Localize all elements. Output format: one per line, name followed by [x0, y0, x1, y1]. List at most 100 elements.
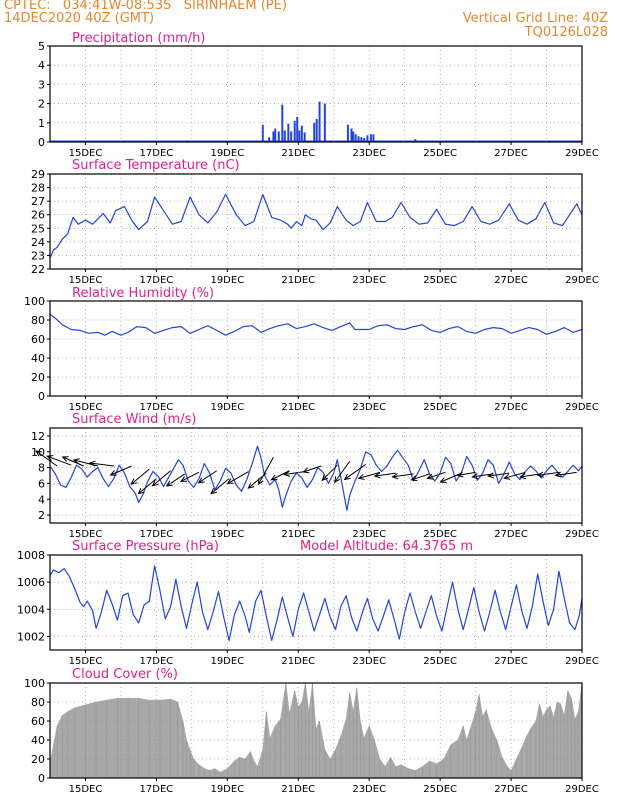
- precip-bar-18: [346, 124, 349, 142]
- wind-vector-16: [271, 470, 290, 481]
- rh-y-tick-label: 40: [31, 352, 45, 365]
- wind-vector-28: [457, 471, 476, 476]
- wind-vector-17: [284, 471, 306, 476]
- wind-vector-12: [210, 478, 230, 495]
- precip-y-tick-label: 2: [38, 98, 45, 111]
- cloud-x-tick-label: 25DEC: [423, 784, 457, 795]
- header-station: CPTEC: 034:41W-08:53S SIRINHAEM (PE): [4, 0, 287, 13]
- wind-vector-head-7: [137, 487, 145, 495]
- wind-x-tick-label: 25DEC: [423, 529, 457, 540]
- temp-y-tick-label: 28: [31, 182, 45, 195]
- rh-y-tick-label: 0: [38, 390, 45, 403]
- cloud-x-tick-label: 23DEC: [352, 784, 386, 795]
- wind-y-tick-label: 10: [31, 446, 45, 459]
- precip-bar-8: [290, 131, 293, 142]
- wind-vector-head-31: [503, 473, 511, 480]
- wind-vector-25: [411, 473, 430, 481]
- wind-vector-2: [62, 456, 84, 467]
- precip-x-tick-label: 27DEC: [494, 148, 528, 159]
- wind-vector-34: [555, 471, 577, 476]
- precip-frame: [49, 45, 583, 143]
- precip-x-tick-label: 29DEC: [565, 148, 599, 159]
- precip-bar-22: [357, 136, 360, 142]
- wind-vector-22: [358, 471, 380, 479]
- wind-vector-head-33: [536, 471, 544, 478]
- wind-series-line: [49, 445, 583, 511]
- pressure-y-tick-label: 1004: [17, 603, 45, 616]
- cloud-y-tick-label: 100: [24, 677, 45, 690]
- wind-y-tick-label: 12: [31, 430, 45, 443]
- precip-bar-20: [352, 131, 355, 142]
- wind-vector-1: [47, 455, 72, 466]
- pressure-y-tick-label: 1002: [17, 630, 45, 643]
- rh-y-tick-label: 80: [31, 314, 45, 327]
- precip-y-tick-label: 0: [38, 136, 45, 149]
- precip-y-tick-label: 4: [38, 59, 45, 72]
- precip-bar-3: [274, 128, 277, 142]
- temp-x-tick-label: 25DEC: [423, 275, 457, 286]
- temp-x-tick-label: 17DEC: [140, 275, 174, 286]
- precip-bar-4: [277, 131, 280, 142]
- precip-bar-21: [354, 134, 357, 142]
- temp-x-tick-label: 15DEC: [69, 275, 103, 286]
- temp-y-tick-label: 24: [31, 236, 45, 249]
- wind-x-tick-label: 15DEC: [69, 529, 103, 540]
- wind-vector-head-27: [439, 477, 447, 483]
- rh-x-tick-label: 21DEC: [281, 402, 315, 413]
- cloud-x-tick-label: 21DEC: [281, 784, 315, 795]
- precip-bar-13: [303, 132, 306, 142]
- rh-x-tick-label: 27DEC: [494, 402, 528, 413]
- wind-vector-10: [180, 471, 200, 482]
- pressure-x-tick-label: 25DEC: [423, 656, 457, 667]
- pressure-x-tick-label: 23DEC: [352, 656, 386, 667]
- precip-y-tick-label: 3: [38, 78, 45, 91]
- wind-vector-head-28: [456, 471, 464, 478]
- wind-vector-head-25: [410, 475, 418, 482]
- wind-vector-18: [303, 465, 322, 473]
- wind-vector-head-15: [257, 478, 264, 486]
- cloud-y-tick-label: 60: [31, 715, 45, 728]
- precip-bar-14: [313, 122, 316, 142]
- precip-bar-2: [272, 131, 275, 142]
- rh-frame: [49, 300, 583, 397]
- precip-bar-5: [281, 104, 284, 142]
- precip-bar-27: [372, 134, 375, 142]
- wind-vector-head-9: [165, 480, 173, 487]
- wind-vector-head-21: [343, 473, 351, 481]
- precip-bar-7: [287, 123, 290, 142]
- wind-title: Surface Wind (m/s): [72, 412, 196, 427]
- wind-y-tick-label: 6: [38, 477, 45, 490]
- wind-x-tick-label: 29DEC: [565, 529, 599, 540]
- pressure-x-tick-label: 27DEC: [494, 656, 528, 667]
- cloud-x-tick-label: 17DEC: [140, 784, 174, 795]
- wind-vector-7: [138, 478, 157, 495]
- temp-title: Surface Temperature (nC): [72, 158, 240, 173]
- cloud-x-tick-label: 15DEC: [69, 784, 103, 795]
- wind-x-tick-label: 21DEC: [281, 529, 315, 540]
- wind-vector-head-0: [35, 450, 43, 457]
- precip-x-tick-label: 21DEC: [281, 148, 315, 159]
- precip-x-tick-label: 19DEC: [210, 148, 244, 159]
- wind-vector-head-13: [226, 478, 234, 485]
- precip-bar-17: [323, 103, 326, 142]
- wind-vector-head-10: [179, 476, 187, 482]
- precip-y-tick-label: 1: [38, 117, 45, 130]
- wind-vector-head-18: [302, 467, 310, 474]
- wind-vector-head-4: [88, 460, 96, 467]
- pressure-x-tick-label: 21DEC: [281, 656, 315, 667]
- precip-bar-19: [350, 128, 353, 142]
- header-datetime: 14DEC2020 40Z (GMT): [4, 11, 155, 26]
- wind-vector-5: [110, 465, 132, 476]
- rh-y-tick-label: 60: [31, 333, 45, 346]
- precip-bar-28: [414, 139, 417, 142]
- wind-vector-9: [166, 473, 186, 487]
- wind-vector-20: [334, 460, 351, 483]
- cloud-y-tick-label: 20: [31, 753, 45, 766]
- wind-vector-head-26: [426, 473, 434, 480]
- precip-bar-0: [261, 124, 264, 142]
- temp-x-tick-label: 23DEC: [352, 275, 386, 286]
- wind-vector-head-17: [283, 470, 291, 477]
- wind-y-tick-label: 4: [38, 493, 45, 506]
- wind-vector-15: [258, 457, 274, 485]
- pressure-title: Surface Pressure (hPa): [72, 539, 219, 554]
